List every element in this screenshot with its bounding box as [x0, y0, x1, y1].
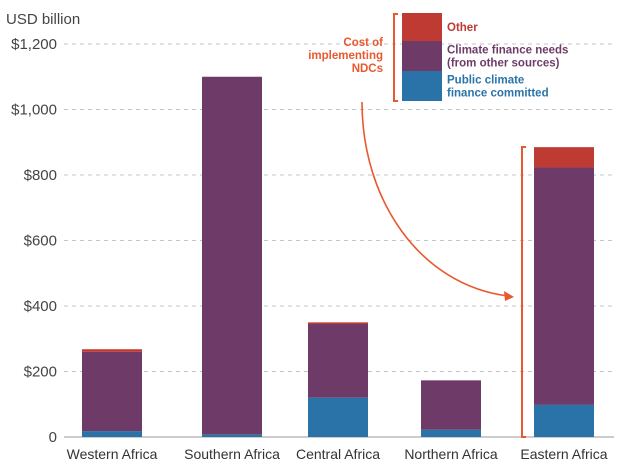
bar-segment: [202, 434, 262, 437]
y-tick-label: 0: [49, 429, 57, 446]
legend-swatch: [402, 41, 442, 71]
x-tick-label: Western Africa: [67, 446, 158, 462]
x-tick-labels: Western Africa Southern Africa Central Afr…: [67, 446, 608, 462]
x-tick-label: Southern Africa: [184, 446, 280, 462]
bar-segment: [82, 349, 142, 352]
bar-segment: [534, 147, 594, 168]
bar-segment: [202, 76, 262, 435]
legend-swatch: [402, 13, 442, 41]
bars: [82, 76, 594, 437]
bar-segment: [308, 397, 368, 437]
bar-segment: [534, 404, 594, 437]
x-tick-label: Northern Africa: [404, 446, 498, 462]
callout-label: Cost of: [343, 37, 383, 49]
bar-segment: [421, 380, 481, 430]
legend-swatch: [402, 71, 442, 101]
y-axis-unit-label: USD billion: [6, 11, 80, 28]
callout-label: NDCs: [352, 63, 383, 75]
legend-label: (from other sources): [447, 58, 560, 70]
legend-bracket: [393, 13, 398, 102]
x-tick-label: Central Africa: [296, 446, 380, 462]
y-tick-label: $400: [24, 298, 57, 315]
y-tick-label: $200: [24, 364, 57, 381]
legend-label: finance committed: [447, 88, 549, 100]
callout-label: implementing: [308, 50, 383, 62]
legend-label: Other: [447, 22, 478, 34]
y-tick-label: $600: [24, 233, 57, 250]
legend-label: Climate finance needs: [447, 45, 568, 57]
gridlines: [64, 43, 614, 438]
x-tick-label: Eastern Africa: [520, 446, 607, 462]
y-tick-labels: 0 $200 $400 $600 $800 $1,000 $1,200: [11, 36, 57, 446]
bar-segment: [534, 167, 594, 405]
bar-segment: [421, 429, 481, 437]
bar-segment: [308, 322, 368, 325]
callout-arrow: [361, 101, 509, 297]
bar-segment: [82, 431, 142, 437]
eastern-africa-bracket: [521, 146, 526, 438]
y-tick-label: $1,000: [11, 102, 57, 119]
arrowhead: [504, 291, 514, 301]
legend: Other Climate finance needs(from other so…: [402, 13, 568, 101]
legend-label: Public climate: [447, 75, 524, 87]
bar-segment: [308, 324, 368, 398]
y-tick-label: $1,200: [11, 36, 57, 53]
bar-segment: [82, 351, 142, 432]
y-tick-label: $800: [24, 167, 57, 184]
